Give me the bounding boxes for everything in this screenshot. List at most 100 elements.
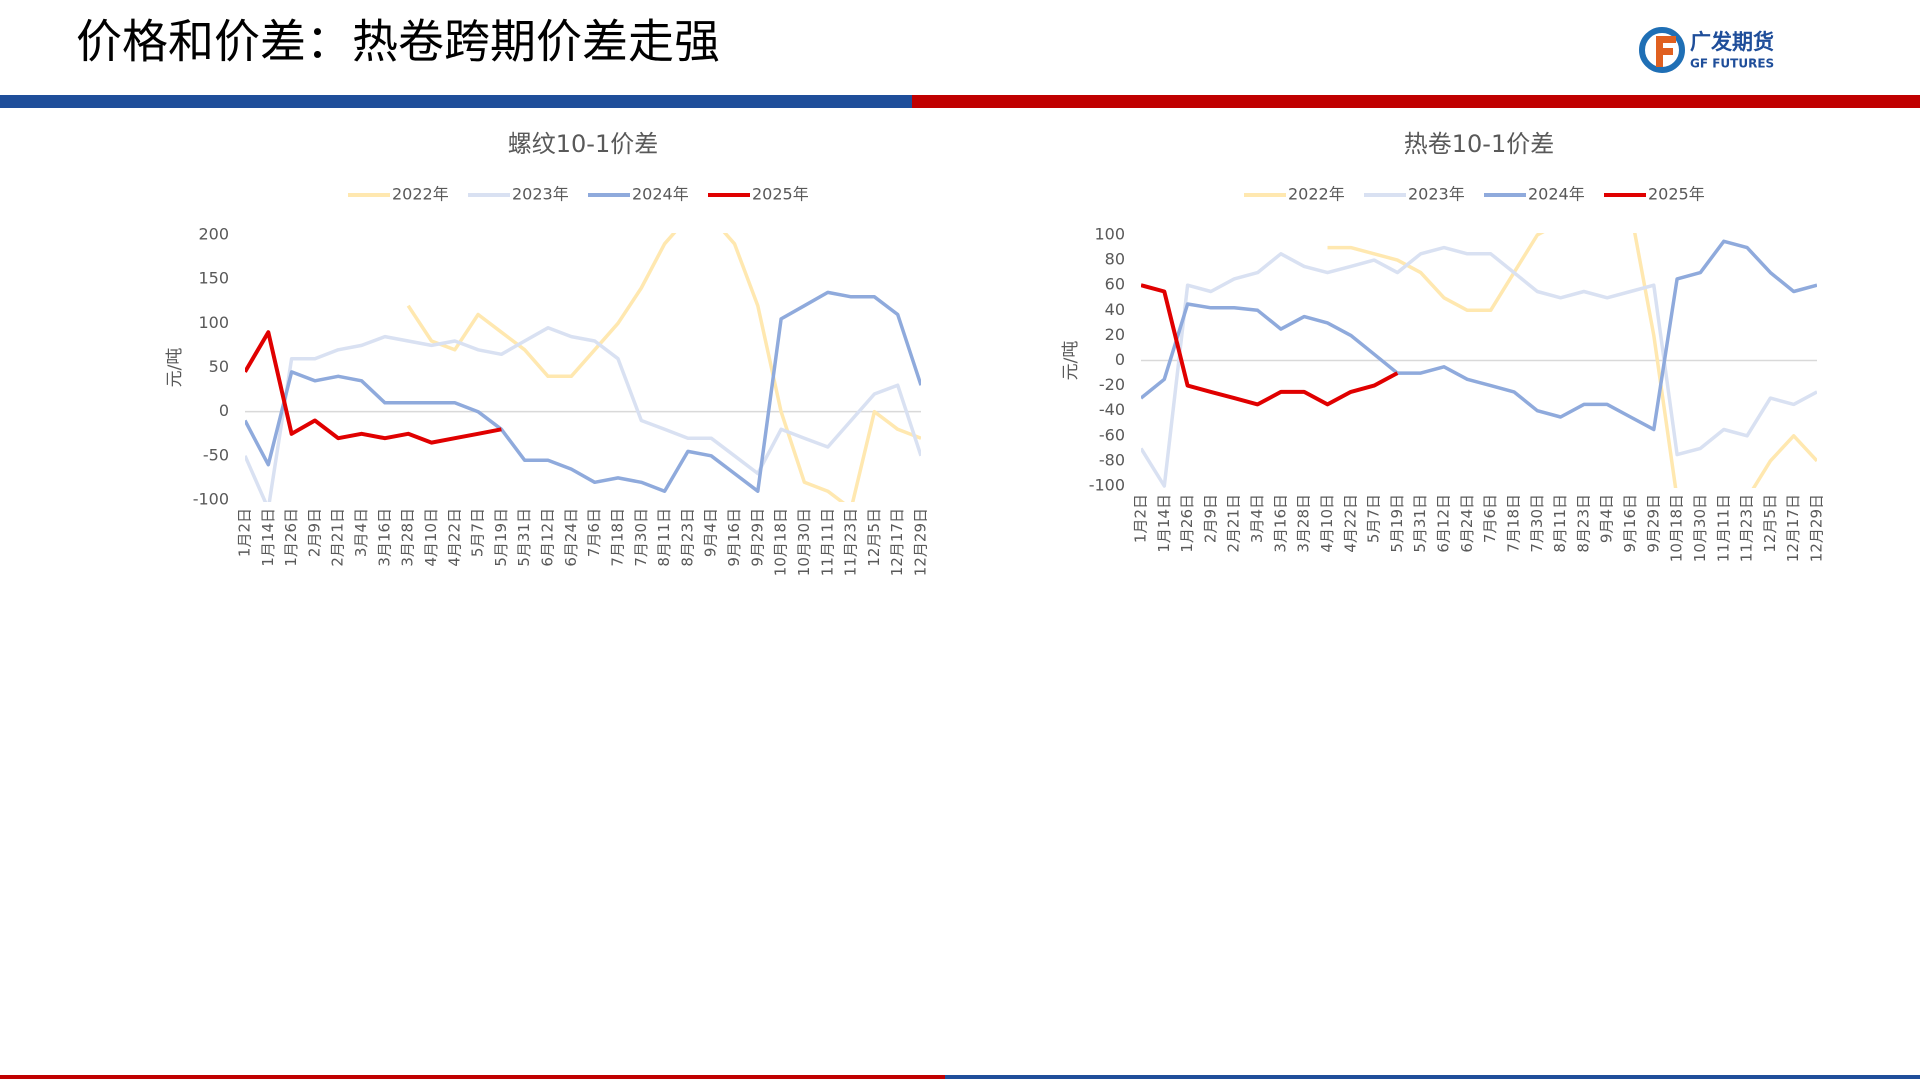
series-line [245,326,921,502]
x-tick-label: 12月5日 [865,508,883,567]
series-line [1141,283,1399,407]
y-tick-label: -100 [193,490,229,509]
legend-label: 2024年 [632,185,689,204]
x-tick-label: 2月9日 [305,508,323,557]
x-tick-label: 3月28日 [399,508,417,567]
x-tick-label: 8月11日 [1551,494,1569,553]
legend-label: 2025年 [1648,185,1705,204]
x-tick-label: 7月30日 [1528,494,1546,553]
x-tick-label: 12月17日 [1784,494,1802,562]
x-tick-label: 9月16日 [725,508,743,567]
x-tick-label: 7月30日 [632,508,650,567]
x-tick-label: 11月23日 [842,508,860,576]
y-tick-label: -100 [1089,476,1125,495]
x-tick-label: 1月26日 [282,508,300,567]
legend-label: 2023年 [512,185,569,204]
x-tick-label: 6月24日 [562,508,580,567]
x-tick-label: 2月9日 [1201,494,1219,543]
y-tick-label: -80 [1099,450,1125,469]
footer-bar-red [0,1075,945,1079]
x-tick-label: 9月29日 [748,508,766,567]
logo-cn: 广发期货 [1690,30,1774,54]
x-tick-label: 4月10日 [422,508,440,567]
x-tick-label: 12月17日 [888,508,906,576]
slide-title: 价格和价差：热卷跨期价差走强 [76,15,720,69]
legend-label: 2024年 [1528,185,1585,204]
x-tick-label: 5月31日 [1411,494,1429,553]
y-tick-label: 80 [1105,250,1125,269]
x-tick-label: 3月16日 [1271,494,1289,553]
x-tick-label: 7月18日 [608,508,626,567]
x-tick-label: 3月28日 [1295,494,1313,553]
y-tick-label: 100 [1094,225,1125,244]
x-tick-label: 5月19日 [492,508,510,567]
chart: 热卷10-1价差 2022年 2023年 2024年 2025年 -100 -80 -60 -4… [1061,130,1826,562]
legend-label: 2022年 [392,185,449,204]
y-tick-label: 0 [219,401,229,420]
chart: 螺纹10-1价差 2022年 2023年 2024年 2025年 -100 -50 0 50 10… [165,130,930,576]
x-tick-label: 6月12日 [539,508,557,567]
x-tick-label: 5月7日 [469,508,487,557]
x-tick-label: 2月21日 [1225,494,1243,553]
header-bar-blue [0,95,912,108]
x-tick-label: 5月19日 [1388,494,1406,553]
y-tick-label: 200 [198,225,229,244]
series-line [245,330,502,445]
legend-label: 2025年 [752,185,809,204]
x-tick-label: 1月14日 [259,508,277,567]
y-axis-label: 元/吨 [1061,341,1081,381]
series-line [1141,245,1817,488]
logo-f [1656,36,1676,67]
x-tick-label: 9月4日 [702,508,720,557]
x-tick-label: 10月18日 [772,508,790,576]
y-tick-label: 20 [1105,325,1125,344]
y-tick-label: 150 [198,269,229,288]
series-line [406,233,921,502]
x-tick-label: 1月2日 [1132,494,1150,543]
x-tick-label: 4月22日 [1341,494,1359,553]
x-tick-label: 4月22日 [445,508,463,567]
header-bar-red [912,95,1920,108]
x-tick-label: 1月2日 [236,508,254,557]
x-tick-label: 11月11日 [1714,494,1732,562]
footer-bar-blue [945,1075,1920,1079]
y-tick-label: -20 [1099,375,1125,394]
chart-title: 螺纹10-1价差 [508,130,658,158]
legend-label: 2022年 [1288,185,1345,204]
x-tick-label: 3月16日 [375,508,393,567]
x-tick-label: 5月7日 [1365,494,1383,543]
y-tick-label: -60 [1099,425,1125,444]
x-tick-label: 3月4日 [1248,494,1266,543]
series-line [1141,239,1817,432]
x-tick-label: 12月5日 [1761,494,1779,553]
y-tick-label: -50 [203,445,229,464]
x-tick-label: 9月16日 [1621,494,1639,553]
x-tick-label: 8月23日 [678,508,696,567]
x-tick-label: 7月6日 [1481,494,1499,543]
x-tick-label: 10月30日 [795,508,813,576]
x-tick-label: 4月10日 [1318,494,1336,553]
series-line [245,290,921,493]
legend-label: 2023年 [1408,185,1465,204]
x-tick-label: 6月12日 [1435,494,1453,553]
x-tick-label: 9月29日 [1644,494,1662,553]
series-line [1327,233,1817,488]
x-tick-label: 1月26日 [1178,494,1196,553]
x-tick-label: 10月30日 [1691,494,1709,562]
y-tick-label: 100 [198,313,229,332]
x-tick-label: 8月23日 [1574,494,1592,553]
chart-title: 热卷10-1价差 [1404,130,1554,158]
logo-en: GF FUTURES [1690,57,1774,71]
y-tick-label: 50 [209,357,229,376]
x-tick-label: 11月11日 [818,508,836,576]
x-tick-label: 11月23日 [1738,494,1756,562]
x-tick-label: 3月4日 [352,508,370,557]
x-tick-label: 12月29日 [1808,494,1826,562]
x-tick-label: 6月24日 [1458,494,1476,553]
y-tick-label: 60 [1105,275,1125,294]
y-tick-label: -40 [1099,400,1125,419]
y-tick-label: 0 [1115,350,1125,369]
x-tick-label: 9月4日 [1598,494,1616,543]
x-tick-label: 8月11日 [655,508,673,567]
